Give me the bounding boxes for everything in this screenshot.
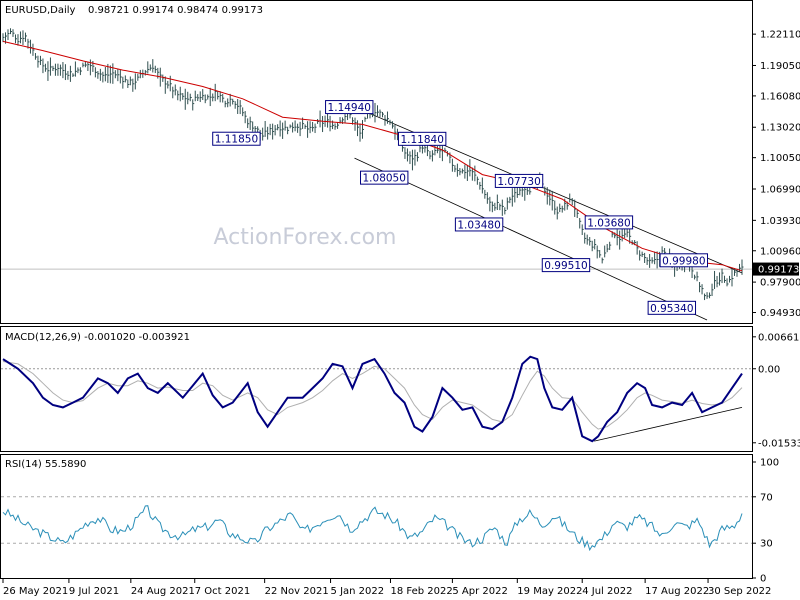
price-label-box xyxy=(397,131,447,146)
symbol-title: EURUSD,Daily xyxy=(5,5,76,16)
y-tick-label: 1.19050 xyxy=(760,61,800,72)
price-label-box xyxy=(494,173,544,188)
x-tick-label: 7 Oct 2021 xyxy=(195,586,250,597)
rsi-y-tick-label: 30 xyxy=(760,539,773,550)
x-tick-label: 19 May 2022 xyxy=(517,586,582,597)
x-tick-label: 5 Apr 2022 xyxy=(452,586,507,597)
channel-lower-line xyxy=(354,157,708,321)
rsi-panel-frame xyxy=(0,454,753,579)
macd-panel-frame xyxy=(0,326,753,452)
price-label-box xyxy=(647,300,697,315)
price-label-box xyxy=(360,170,409,185)
y-tick-label: 1.06990 xyxy=(760,185,800,196)
price-plot: 1.11850 1.14940 1.11840 1.08050 1.07730 1.034… xyxy=(1,28,752,321)
price-label-box xyxy=(212,131,261,146)
y-tick-label: 1.16080 xyxy=(760,91,800,102)
macd-signal-line xyxy=(2,361,743,430)
rsi-line xyxy=(2,505,743,552)
price-label-box xyxy=(454,217,504,232)
x-tick-label: 26 May 2021 xyxy=(3,586,68,597)
price-panel-frame xyxy=(0,0,753,324)
macd-y-tick-label: 0.006616 xyxy=(758,332,800,343)
x-tick-label: 5 Jan 2022 xyxy=(331,586,385,597)
price-label: 1.03480 xyxy=(457,219,500,231)
price-label: 0.95340 xyxy=(650,303,693,315)
x-tick-label: 18 Feb 2022 xyxy=(390,586,452,597)
current-price-value: 0.99173 xyxy=(758,265,799,276)
x-tick-label: 17 Aug 2022 xyxy=(645,586,709,597)
price-label: 0.99980 xyxy=(662,255,705,267)
price-label: 1.11840 xyxy=(400,134,443,146)
axes: 1.22110 1.19050 1.16080 1.13020 1.10050 1.069… xyxy=(2,30,800,597)
y-tick-label: 1.22110 xyxy=(760,30,800,41)
price-label: 1.07730 xyxy=(497,176,540,188)
macd-y-tick-label: 0.00 xyxy=(758,364,780,375)
watermark: ActionForex.com xyxy=(214,225,397,250)
price-label: 1.11850 xyxy=(215,134,258,146)
price-label-box xyxy=(584,215,634,230)
price-label: 0.99510 xyxy=(544,260,587,272)
price-label: 1.08050 xyxy=(363,173,406,185)
x-tick-label: 24 Aug 2021 xyxy=(131,586,195,597)
x-tick-label: 4 Jul 2022 xyxy=(582,586,632,597)
x-tick-label: 9 Jul 2021 xyxy=(69,586,119,597)
price-label-box xyxy=(659,253,709,268)
rsi-y-tick-label: 0 xyxy=(760,574,766,585)
y-tick-label: 1.13020 xyxy=(760,123,800,134)
x-tick-label: 30 Sep 2022 xyxy=(708,586,771,597)
price-label: 1.14940 xyxy=(328,102,371,114)
price-label-box xyxy=(541,258,591,273)
y-tick-label: 1.00960 xyxy=(760,246,800,257)
macd-title: MACD(12,26,9) -0.001020 -0.003921 xyxy=(5,332,190,343)
rsi-y-tick-label: 70 xyxy=(760,492,773,503)
price-label-box xyxy=(325,100,374,115)
y-tick-label: 0.97900 xyxy=(760,278,800,289)
x-tick-label: 22 Nov 2021 xyxy=(265,586,329,597)
current-price-tag xyxy=(753,262,799,276)
y-tick-label: 0.94930 xyxy=(760,308,800,319)
ohlc-values: 0.98721 0.99174 0.98474 0.99173 xyxy=(88,5,263,16)
macd-trend-line xyxy=(594,406,743,442)
rsi-title: RSI(14) 55.5890 xyxy=(5,459,86,470)
macd-y-tick-label: -0.015335 xyxy=(758,438,800,449)
rsi-plot xyxy=(1,496,752,552)
y-tick-label: 1.03930 xyxy=(760,216,800,227)
rsi-y-tick-label: 100 xyxy=(760,458,779,469)
sma-line xyxy=(2,40,743,272)
price-label: 1.03680 xyxy=(587,217,630,229)
y-tick-label: 1.10050 xyxy=(760,153,800,164)
macd-line xyxy=(2,355,743,443)
macd-plot xyxy=(1,355,752,443)
